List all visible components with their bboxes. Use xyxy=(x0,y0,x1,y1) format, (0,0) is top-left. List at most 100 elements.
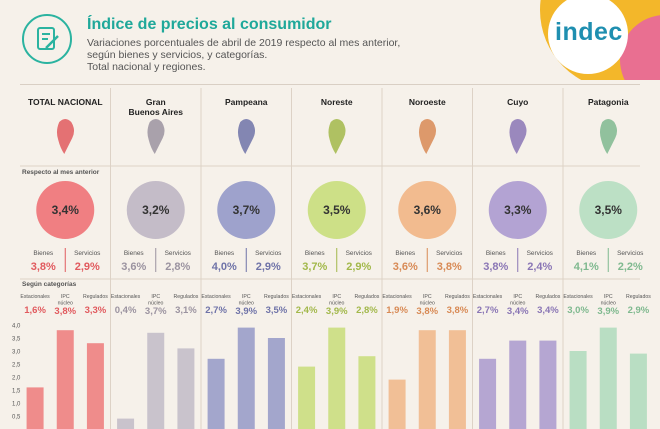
y-tick-label: 2,0 xyxy=(12,376,21,382)
bienes-label: Bienes xyxy=(124,250,145,257)
y-tick-label: 0,5 xyxy=(12,415,21,421)
category-value: 3,9% xyxy=(326,306,348,317)
total-value: 3,3% xyxy=(504,203,532,217)
document-edit-icon xyxy=(22,14,72,64)
category-bar xyxy=(237,327,255,429)
region-name: Pampeana xyxy=(225,97,268,107)
servicios-value: 2,8% xyxy=(165,261,190,273)
region-name: Noreste xyxy=(321,97,353,107)
bienes-label: Bienes xyxy=(214,250,235,257)
category-bar xyxy=(569,351,587,429)
category-label: Regulados xyxy=(445,294,470,300)
y-tick-label: 1,5 xyxy=(12,389,21,395)
category-bar xyxy=(177,348,195,429)
bienes-value: 3,8% xyxy=(483,261,508,273)
category-label: Estacionales xyxy=(563,294,593,300)
y-tick-label: 3,5 xyxy=(12,337,21,343)
servicios-label: Servicios xyxy=(346,250,373,257)
total-circle xyxy=(126,181,185,239)
category-bar xyxy=(267,338,285,429)
category-label: núcleo xyxy=(510,301,525,307)
servicios-value: 2,9% xyxy=(256,261,281,273)
category-bar xyxy=(629,353,647,429)
servicios-label: Servicios xyxy=(165,250,192,257)
category-label: Regulados xyxy=(174,294,199,300)
category-value: 1,6% xyxy=(24,305,46,316)
total-value: 3,4% xyxy=(52,203,80,217)
category-label: Regulados xyxy=(83,294,108,300)
category-bar xyxy=(509,340,527,429)
category-value: 3,5% xyxy=(266,305,288,316)
section-label: Respecto al mes anterior xyxy=(22,169,100,176)
region-name: Buenos Aires xyxy=(129,107,184,117)
category-value: 3,7% xyxy=(145,306,167,317)
region-map-icon xyxy=(237,119,256,154)
category-bar xyxy=(86,343,104,429)
category-label: Regulados xyxy=(626,294,651,300)
category-value: 3,9% xyxy=(597,306,619,317)
section-label: Según categorías xyxy=(22,281,77,288)
category-label: Estacionales xyxy=(473,294,503,300)
total-value: 3,7% xyxy=(233,203,261,217)
category-bar xyxy=(479,358,497,429)
region-map-icon xyxy=(599,119,618,154)
category-bar xyxy=(56,330,74,429)
bienes-label: Bienes xyxy=(305,250,326,257)
category-label: IPC xyxy=(332,294,341,300)
bienes-label: Bienes xyxy=(486,250,507,257)
category-value: 2,7% xyxy=(205,305,227,316)
region-map-icon xyxy=(418,119,437,154)
bienes-value: 3,6% xyxy=(121,261,146,273)
category-bar xyxy=(599,327,617,429)
category-value: 3,0% xyxy=(567,305,589,316)
category-label: núcleo xyxy=(329,301,344,307)
category-value: 2,9% xyxy=(628,305,650,316)
servicios-value: 2,4% xyxy=(527,261,552,273)
category-bar xyxy=(358,356,376,429)
category-bar xyxy=(388,379,406,429)
subtitle-line: según bienes y servicios, y categorías. xyxy=(87,49,268,61)
servicios-value: 2,2% xyxy=(618,261,643,273)
category-label: Estacionales xyxy=(382,294,412,300)
y-tick-label: 1,0 xyxy=(12,402,21,408)
bienes-value: 4,1% xyxy=(574,261,599,273)
servicios-value: 3,8% xyxy=(437,261,462,273)
logo: indec xyxy=(555,18,623,46)
category-bar xyxy=(117,418,135,429)
subtitle-line: Total nacional y regiones. xyxy=(87,61,206,73)
category-value: 3,8% xyxy=(416,306,438,317)
category-bar xyxy=(147,332,165,429)
category-bar xyxy=(26,387,44,429)
region-name: Noroeste xyxy=(409,97,446,107)
region-name: Patagonia xyxy=(588,97,629,107)
servicios-label: Servicios xyxy=(74,250,101,257)
category-label: Estacionales xyxy=(111,294,141,300)
category-label: IPC xyxy=(513,294,522,300)
total-value: 3,5% xyxy=(323,203,351,217)
category-label: Estacionales xyxy=(201,294,231,300)
bienes-value: 3,8% xyxy=(31,261,56,273)
category-label: IPC xyxy=(151,294,160,300)
category-label: Regulados xyxy=(264,294,289,300)
bienes-label: Bienes xyxy=(395,250,416,257)
category-bar xyxy=(207,358,225,429)
divider xyxy=(20,84,640,85)
category-bar xyxy=(328,327,346,429)
region-map-icon xyxy=(328,119,346,154)
subtitle-line: Variaciones porcentuales de abril de 201… xyxy=(87,37,401,49)
category-label: IPC xyxy=(423,294,432,300)
bienes-value: 3,7% xyxy=(302,261,327,273)
total-circle xyxy=(36,181,95,239)
category-label: núcleo xyxy=(420,301,435,307)
region-map-icon xyxy=(147,119,165,154)
category-value: 3,4% xyxy=(537,305,559,316)
bienes-value: 3,6% xyxy=(393,261,418,273)
category-bar xyxy=(448,330,466,429)
category-label: núcleo xyxy=(239,301,254,307)
y-tick-label: 2,5 xyxy=(12,363,21,369)
servicios-label: Servicios xyxy=(527,250,554,257)
region-name: Cuyo xyxy=(507,97,528,107)
bienes-label: Bienes xyxy=(576,250,597,257)
total-circle xyxy=(398,181,457,239)
